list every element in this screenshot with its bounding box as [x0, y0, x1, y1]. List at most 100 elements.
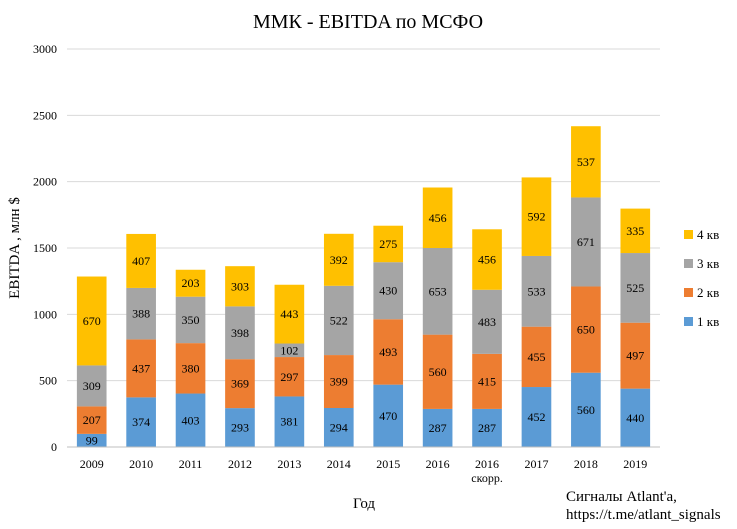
bar-segment: [422, 334, 453, 409]
data-label: 407: [132, 254, 150, 268]
bar-segment: [521, 177, 552, 256]
bar-segment: [274, 284, 305, 344]
data-label: 455: [527, 350, 545, 364]
data-label: 671: [577, 235, 595, 249]
bar-segment: [620, 388, 651, 447]
x-tick-label: 2014: [327, 457, 351, 471]
legend-swatch: [684, 259, 693, 268]
bar-segment: [571, 126, 601, 198]
bar-segment: [373, 319, 404, 385]
bar-segment: [422, 187, 453, 248]
data-label: 102: [280, 343, 298, 357]
data-label: 493: [379, 345, 397, 359]
bar-segment: [422, 248, 453, 335]
y-tick-label: 1000: [33, 307, 57, 321]
bar-segment: [225, 306, 255, 360]
data-labels: 99 207 309 670 374 437 388 407 403 380 350 203 293 36…: [83, 155, 645, 448]
data-label: 388: [132, 307, 150, 321]
data-label: 443: [280, 307, 298, 321]
x-tick-label: 2012: [228, 457, 252, 471]
bar-segment: [571, 372, 601, 447]
bar-segment: [175, 393, 206, 447]
credit-line-2: https://t.me/atlant_signals: [566, 507, 721, 523]
y-tick-label: 3000: [33, 42, 57, 56]
bar-segment: [620, 208, 651, 254]
bar-segment: [76, 433, 107, 447]
data-label: 415: [478, 374, 496, 388]
data-label: 203: [182, 276, 200, 290]
data-label: 650: [577, 323, 595, 337]
bar-segment: [274, 357, 305, 397]
bar-segment: [76, 276, 107, 366]
data-label: 309: [83, 379, 101, 393]
bar-segment: [472, 229, 502, 290]
bar-segment: [225, 359, 255, 409]
legend-swatch: [684, 288, 693, 297]
bar-segment: [472, 408, 502, 447]
chart-title: ММК - EBITDA по МСФО: [253, 11, 483, 33]
x-axis-label: Год: [353, 496, 375, 512]
y-tick-label: 500: [39, 374, 57, 388]
x-tick-label: 2009: [80, 457, 104, 471]
x-tick-label: 2015: [376, 457, 400, 471]
bar-segment: [274, 343, 305, 358]
bar-segment: [620, 253, 651, 323]
y-tick-label: 1500: [33, 241, 57, 255]
data-label: 399: [330, 375, 348, 389]
legend-label: 4 кв: [697, 227, 719, 242]
data-label: 430: [379, 284, 397, 298]
y-axis-ticks: 0 500 1000 1500 2000 2500 3000: [33, 42, 57, 454]
legend: 4 кв 3 кв 2 кв 1 кв: [684, 227, 719, 329]
legend-swatch: [684, 317, 693, 326]
bar-segment: [373, 384, 404, 447]
bar-segment: [175, 343, 206, 394]
bar-segment: [225, 408, 255, 447]
bar-segment: [126, 397, 156, 447]
bar-segment: [126, 287, 156, 340]
data-label: 99: [86, 433, 98, 447]
bar-segment: [521, 326, 552, 388]
data-label: 560: [577, 403, 595, 417]
data-label: 592: [527, 210, 545, 224]
bar-segment: [571, 286, 601, 373]
bar-segment: [126, 233, 156, 288]
x-tick-label: 2010: [129, 457, 153, 471]
bar-segment: [472, 353, 502, 409]
x-tick-label: 2019: [623, 457, 647, 471]
data-label: 403: [182, 413, 200, 427]
bar-segment: [422, 408, 453, 447]
bar-segment: [323, 407, 354, 447]
legend-label: 1 кв: [697, 314, 719, 329]
data-label: 207: [83, 413, 101, 427]
data-label: 670: [83, 314, 101, 328]
bar-segment: [76, 365, 107, 407]
data-label: 374: [132, 415, 150, 429]
bar-segment: [323, 233, 354, 286]
data-label: 380: [182, 361, 200, 375]
data-label: 335: [626, 224, 644, 238]
bar-segment: [373, 225, 404, 263]
data-label: 381: [280, 415, 298, 429]
data-label: 440: [626, 411, 644, 425]
x-tick-label: 2013: [277, 457, 301, 471]
y-tick-label: 0: [51, 440, 57, 454]
data-label: 522: [330, 313, 348, 327]
x-tick-label: 2016: [426, 457, 450, 471]
data-label: 483: [478, 315, 496, 329]
data-label: 293: [231, 421, 249, 435]
data-label: 456: [429, 211, 447, 225]
credit-line-1: Сигналы Atlant'a,: [566, 489, 677, 505]
bar-segment: [274, 396, 305, 447]
bar-segment: [571, 197, 601, 287]
data-label: 275: [379, 237, 397, 251]
data-label: 398: [231, 326, 249, 340]
bar-segment: [521, 255, 552, 327]
data-label: 525: [626, 281, 644, 295]
x-tick-label: 2016 скорр.: [471, 457, 503, 485]
bars: [76, 126, 651, 447]
bar-segment: [76, 406, 107, 434]
data-label: 470: [379, 409, 397, 423]
legend-swatch: [684, 230, 693, 239]
bar-segment: [225, 266, 255, 307]
